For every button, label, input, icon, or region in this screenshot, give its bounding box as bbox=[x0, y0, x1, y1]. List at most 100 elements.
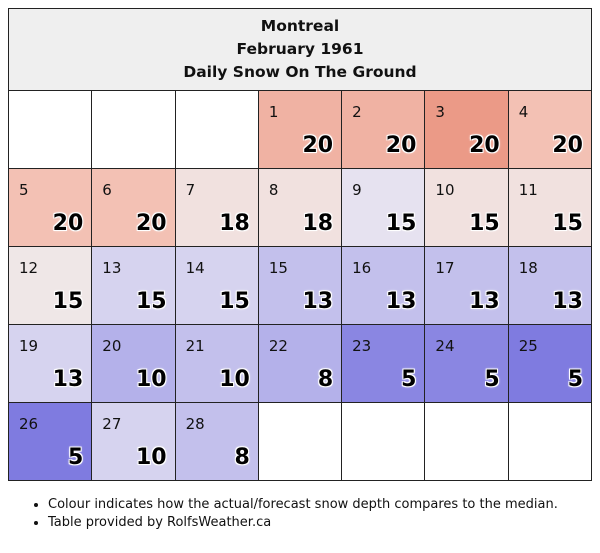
day-number: 23 bbox=[352, 337, 372, 355]
day-number: 20 bbox=[102, 337, 122, 355]
week-row: 5 20 6 20 7 18 8 18 9 15 10 15 11 15 bbox=[7, 168, 593, 247]
calendar-container: Montreal February 1961 Daily Snow On The… bbox=[7, 8, 593, 481]
snow-depth-value: 15 bbox=[52, 289, 84, 314]
day-cell: 23 5 bbox=[341, 324, 426, 403]
day-number: 25 bbox=[518, 337, 538, 355]
day-number: 1 bbox=[268, 103, 279, 121]
day-number: 2 bbox=[352, 103, 362, 121]
week-row: 26 5 27 10 28 8 bbox=[7, 402, 593, 481]
snow-depth-value: 8 bbox=[317, 367, 334, 392]
day-number: 10 bbox=[435, 181, 455, 199]
day-cell: 18 13 bbox=[507, 246, 593, 325]
day-cell: 20 10 bbox=[91, 324, 176, 403]
day-number: 17 bbox=[435, 259, 455, 277]
empty-cell bbox=[341, 402, 426, 481]
snow-depth-value: 10 bbox=[219, 367, 250, 392]
calendar-header: Montreal February 1961 Daily Snow On The… bbox=[8, 8, 592, 91]
note-attribution: Table provided by RolfsWeather.ca bbox=[48, 514, 558, 532]
calendar-grid: 1 20 2 20 3 20 4 20 5 20 6 20 7 18 8 18 9 15 10 15 11 15 12 15 1… bbox=[7, 90, 593, 481]
snow-depth-value: 5 bbox=[401, 367, 417, 392]
day-number: 13 bbox=[102, 259, 122, 277]
empty-cell bbox=[507, 402, 593, 481]
city-title: Montreal bbox=[260, 17, 340, 35]
snow-depth-value: 20 bbox=[135, 211, 167, 236]
snow-depth-value: 18 bbox=[302, 211, 334, 236]
snow-depth-value: 20 bbox=[385, 133, 417, 158]
day-number: 14 bbox=[185, 259, 205, 277]
day-cell: 28 8 bbox=[174, 402, 259, 481]
day-cell: 17 13 bbox=[424, 246, 509, 325]
day-number: 28 bbox=[185, 415, 205, 433]
day-number: 15 bbox=[268, 259, 288, 277]
snow-depth-value: 5 bbox=[484, 367, 500, 392]
snow-depth-value: 20 bbox=[552, 133, 583, 158]
day-cell: 16 13 bbox=[341, 246, 426, 325]
day-cell: 2 20 bbox=[341, 90, 426, 169]
snow-depth-value: 20 bbox=[52, 211, 84, 236]
week-row: 12 15 13 15 14 15 15 13 16 13 17 13 18 13 bbox=[7, 246, 593, 325]
snow-depth-value: 5 bbox=[567, 367, 583, 392]
day-cell: 14 15 bbox=[174, 246, 259, 325]
day-cell: 24 5 bbox=[424, 324, 509, 403]
empty-cell bbox=[174, 90, 259, 169]
day-cell: 3 20 bbox=[424, 90, 509, 169]
notes-list: Colour indicates how the actual/forecast… bbox=[8, 496, 558, 532]
day-cell: 13 15 bbox=[91, 246, 176, 325]
snow-depth-value: 15 bbox=[135, 289, 167, 314]
day-cell: 22 8 bbox=[257, 324, 343, 403]
week-row: 1 20 2 20 3 20 4 20 bbox=[7, 90, 593, 169]
day-number: 19 bbox=[19, 337, 39, 355]
day-cell: 9 15 bbox=[341, 168, 426, 247]
day-number: 24 bbox=[435, 337, 455, 355]
empty-cell bbox=[424, 402, 509, 481]
snow-depth-value: 5 bbox=[67, 445, 84, 470]
snow-depth-value: 13 bbox=[385, 289, 417, 314]
note-colour-legend: Colour indicates how the actual/forecast… bbox=[48, 496, 558, 514]
snow-depth-value: 10 bbox=[135, 445, 167, 470]
snow-depth-value: 15 bbox=[385, 211, 417, 236]
snow-depth-value: 13 bbox=[302, 289, 334, 314]
day-number: 11 bbox=[518, 181, 538, 199]
empty-cell bbox=[257, 402, 343, 481]
month-title: February 1961 bbox=[236, 40, 364, 58]
day-cell: 1 20 bbox=[257, 90, 343, 169]
day-cell: 7 18 bbox=[174, 168, 259, 247]
day-cell: 21 10 bbox=[174, 324, 259, 403]
snow-depth-value: 15 bbox=[552, 211, 583, 236]
day-cell: 11 15 bbox=[507, 168, 593, 247]
day-cell: 15 13 bbox=[257, 246, 343, 325]
snow-depth-value: 13 bbox=[469, 289, 500, 314]
day-number: 26 bbox=[19, 415, 39, 433]
day-number: 21 bbox=[185, 337, 205, 355]
snow-depth-value: 10 bbox=[135, 367, 167, 392]
day-cell: 19 13 bbox=[7, 324, 93, 403]
day-number: 9 bbox=[352, 181, 362, 199]
empty-cell bbox=[7, 90, 93, 169]
snow-depth-value: 20 bbox=[302, 133, 334, 158]
day-number: 6 bbox=[102, 181, 112, 199]
day-number: 5 bbox=[19, 181, 29, 199]
snow-depth-value: 15 bbox=[219, 289, 250, 314]
day-cell: 4 20 bbox=[507, 90, 593, 169]
metric-subtitle: Daily Snow On The Ground bbox=[183, 63, 417, 81]
day-cell: 12 15 bbox=[7, 246, 93, 325]
snow-depth-value: 13 bbox=[52, 367, 84, 392]
day-cell: 25 5 bbox=[507, 324, 593, 403]
day-number: 22 bbox=[268, 337, 288, 355]
week-row: 19 13 20 10 21 10 22 8 23 5 24 5 25 5 bbox=[7, 324, 593, 403]
day-number: 4 bbox=[518, 103, 529, 121]
day-number: 3 bbox=[435, 103, 445, 121]
day-cell: 8 18 bbox=[257, 168, 343, 247]
day-number: 8 bbox=[268, 181, 279, 199]
snow-depth-value: 18 bbox=[219, 211, 250, 236]
day-number: 12 bbox=[19, 259, 39, 277]
empty-cell bbox=[91, 90, 176, 169]
day-cell: 10 15 bbox=[424, 168, 509, 247]
day-cell: 27 10 bbox=[91, 402, 176, 481]
day-cell: 6 20 bbox=[91, 168, 176, 247]
day-number: 16 bbox=[352, 259, 372, 277]
snow-depth-value: 8 bbox=[234, 445, 250, 470]
snow-depth-value: 15 bbox=[469, 211, 500, 236]
day-number: 27 bbox=[102, 415, 122, 433]
snow-depth-value: 13 bbox=[552, 289, 583, 314]
